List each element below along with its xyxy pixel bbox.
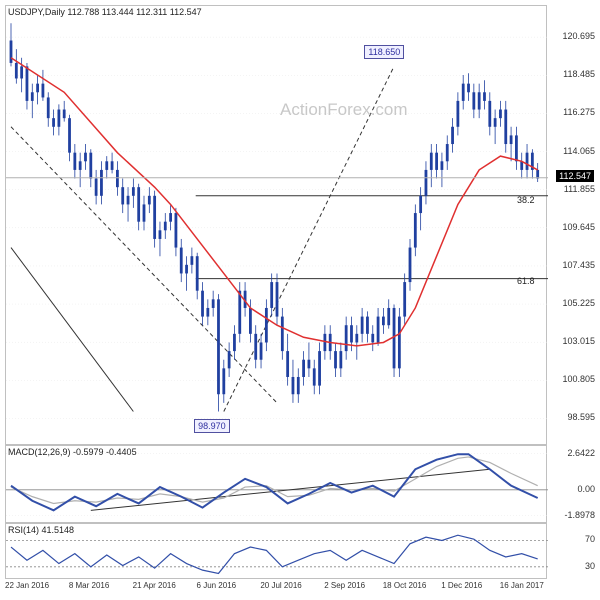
y-tick-label: 105.225 bbox=[562, 298, 595, 308]
y-tick-label: 100.805 bbox=[562, 374, 595, 384]
price-callout: 118.650 bbox=[364, 45, 404, 59]
x-tick-label: 22 Jan 2016 bbox=[5, 581, 49, 590]
x-axis: 22 Jan 2016 8 Mar 2016 21 Apr 2016 6 Jun 20… bbox=[5, 579, 547, 599]
fib-label: 38.2 bbox=[517, 195, 535, 205]
price-callout: 98.970 bbox=[194, 419, 230, 433]
ohlc-text: 112.788 113.444 112.311 112.547 bbox=[67, 7, 201, 17]
x-tick-label: 2 Sep 2016 bbox=[324, 581, 365, 590]
current-price-tag: 112.547 bbox=[556, 170, 594, 182]
y-tick-label: 111.855 bbox=[564, 184, 595, 194]
y-tick-label: 103.015 bbox=[562, 336, 595, 346]
symbol-text: USDJPY,Daily bbox=[8, 7, 65, 17]
x-tick-label: 20 Jul 2016 bbox=[260, 581, 301, 590]
x-tick-label: 18 Oct 2016 bbox=[383, 581, 427, 590]
macd-y-tick: 2.6422 bbox=[567, 448, 595, 458]
rsi-label: RSI(14) 41.5148 bbox=[8, 525, 74, 535]
y-tick-label: 118.485 bbox=[563, 69, 595, 79]
rsi-svg bbox=[6, 524, 548, 580]
macd-label: MACD(12,26,9) -0.5979 -0.4405 bbox=[8, 447, 137, 457]
rsi-y-tick: 30 bbox=[585, 561, 595, 571]
fib-label: 61.8 bbox=[517, 276, 535, 286]
x-tick-label: 21 Apr 2016 bbox=[133, 581, 176, 590]
rsi-panel bbox=[5, 523, 547, 579]
y-tick-label: 107.435 bbox=[562, 260, 595, 270]
y-tick-label: 114.065 bbox=[563, 146, 595, 156]
y-tick-label: 116.275 bbox=[563, 107, 595, 117]
macd-svg bbox=[6, 446, 548, 524]
main-chart-svg bbox=[6, 6, 548, 446]
chart-header: USDJPY,Daily 112.788 113.444 112.311 112… bbox=[8, 7, 202, 17]
x-tick-label: 6 Jun 2016 bbox=[197, 581, 237, 590]
y-tick-label: 120.695 bbox=[562, 31, 595, 41]
x-tick-label: 16 Jan 2017 bbox=[500, 581, 544, 590]
y-tick-label: 98.595 bbox=[567, 412, 595, 422]
x-tick-label: 8 Mar 2016 bbox=[69, 581, 109, 590]
macd-y-tick: -1.8978 bbox=[564, 510, 595, 520]
macd-y-tick: 0.00 bbox=[577, 484, 595, 494]
rsi-y-tick: 70 bbox=[585, 534, 595, 544]
watermark: ActionForex.com bbox=[280, 100, 408, 120]
y-tick-label: 109.645 bbox=[562, 222, 595, 232]
x-tick-label: 1 Dec 2016 bbox=[441, 581, 482, 590]
main-price-panel bbox=[5, 5, 547, 445]
